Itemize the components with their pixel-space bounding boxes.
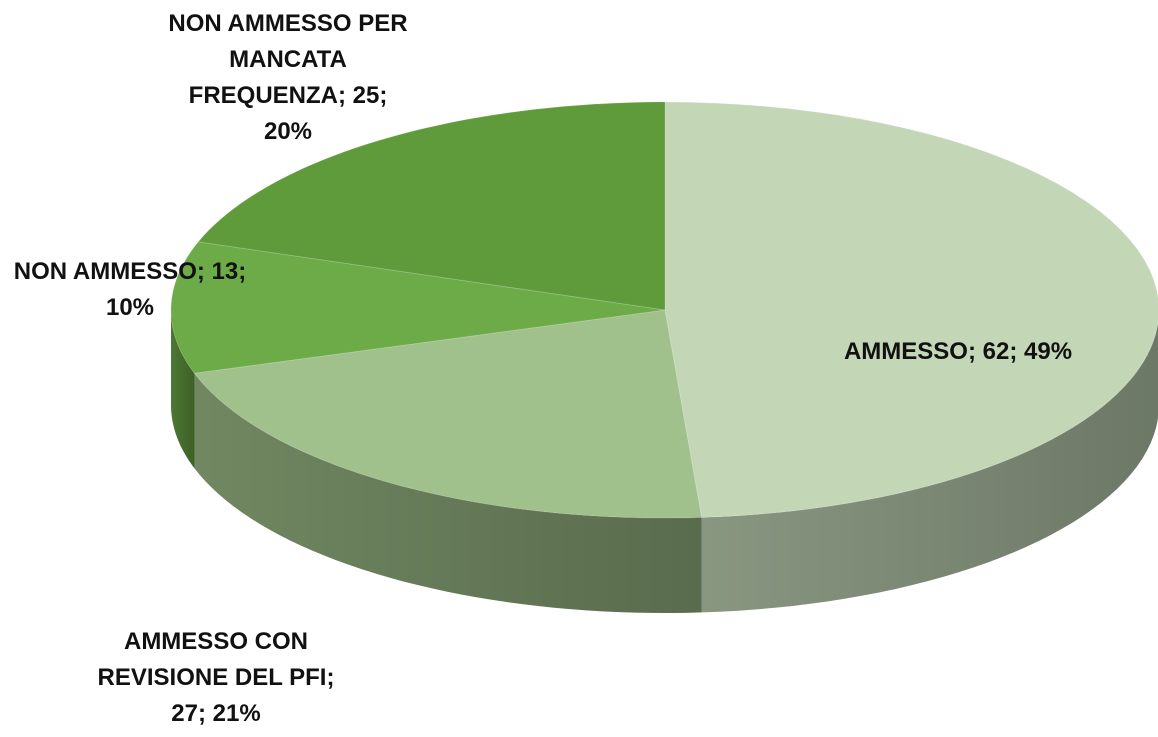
- pie-slice: [193, 309, 703, 519]
- pie-slice: [170, 241, 666, 374]
- pie-side-shade: [194, 373, 702, 613]
- data-label: NON AMMESSO PER MANCATA FREQUENZA; 25; 2…: [168, 10, 408, 145]
- data-label: AMMESSO; 62; 49%: [843, 338, 1073, 365]
- data-label-box: NON AMMESSO; 13; 10%: [13, 258, 247, 321]
- pie-slice: [197, 101, 666, 311]
- data-label: NON AMMESSO; 13; 10%: [13, 258, 247, 321]
- pie-slice: [664, 101, 1158, 518]
- data-label-box: NON AMMESSO PER MANCATA FREQUENZA; 25; 2…: [168, 10, 408, 145]
- data-label-box: AMMESSO; 62; 49%: [843, 338, 1073, 365]
- data-label-box: AMMESSO CON REVISIONE DEL PFI; 27; 21%: [97, 628, 335, 727]
- data-label: AMMESSO CON REVISIONE DEL PFI; 27; 21%: [97, 628, 335, 727]
- pie-side-shade: [701, 322, 1158, 613]
- pie-side-shade: [171, 310, 195, 469]
